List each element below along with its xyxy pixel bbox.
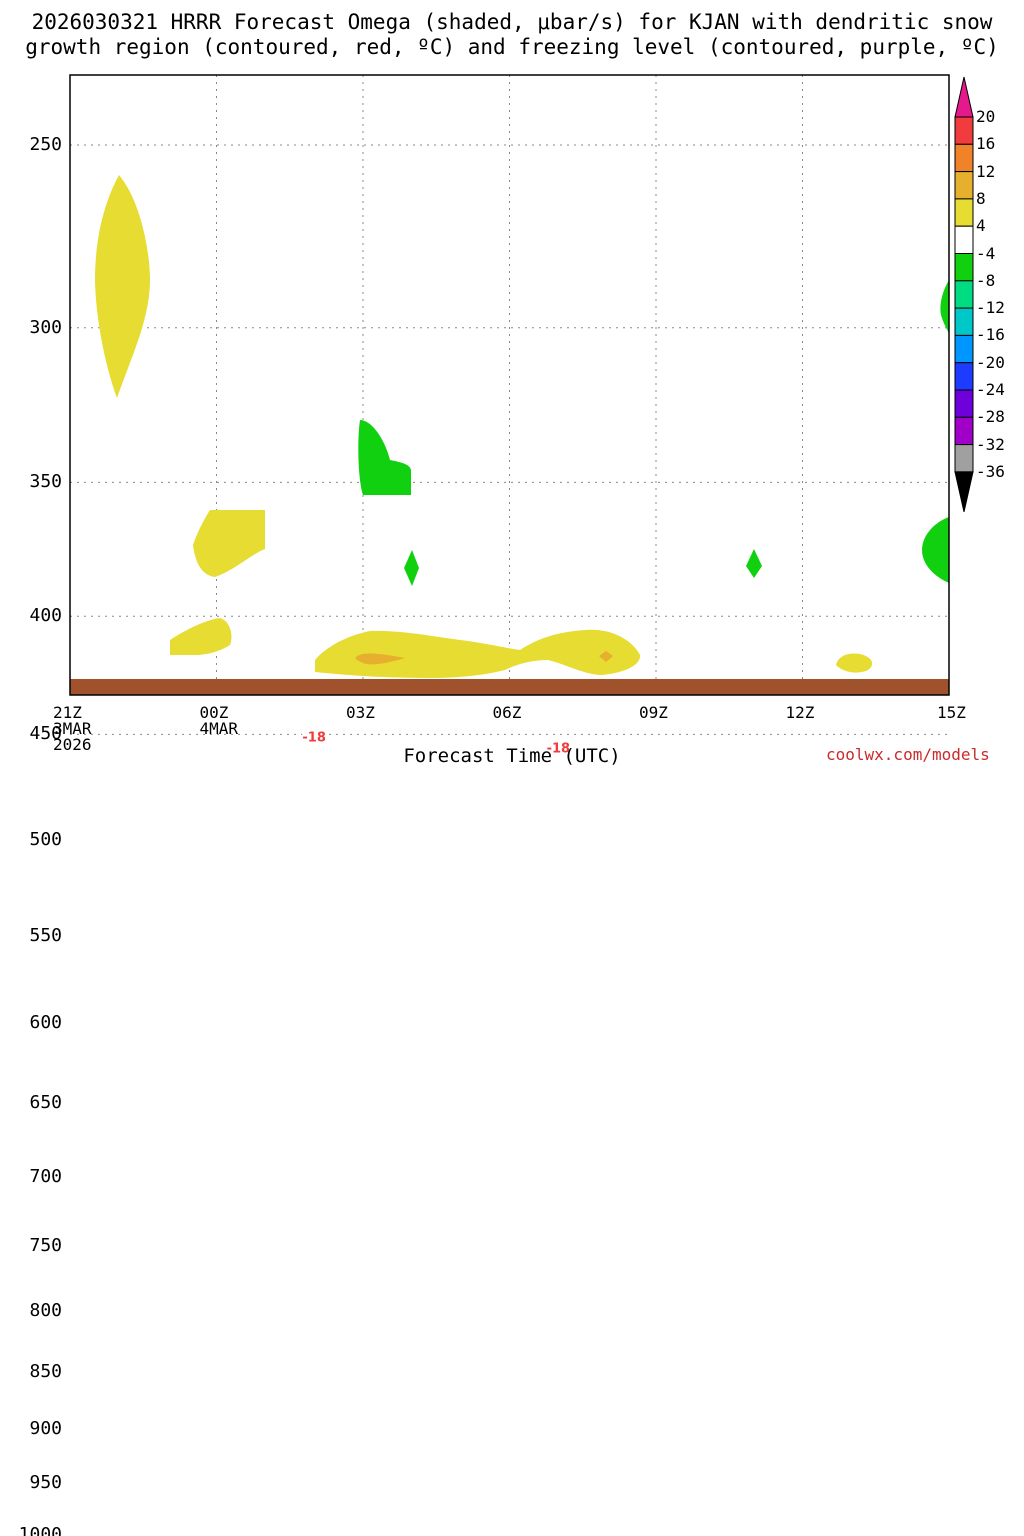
y-tick-label: 600 <box>29 1011 62 1033</box>
contour-label: -18 <box>302 731 326 746</box>
x-tick-label: 09Z <box>639 703 668 722</box>
colorbar-tick-label: 20 <box>976 107 996 126</box>
colorbar-tick-label: 8 <box>976 188 986 208</box>
cell-near-00z-region <box>193 510 265 577</box>
y-tick-label: 1000 <box>18 1523 62 1536</box>
colorbar-bin <box>954 198 974 227</box>
stronger-core-03z-region <box>355 653 405 665</box>
y-tick-label: 500 <box>29 828 62 850</box>
colorbar-tick-label: 16 <box>976 134 996 154</box>
colorbar-tick-label: -28 <box>976 407 1005 427</box>
low-level-cell-23z-region <box>170 618 232 655</box>
colorbar-tick-label: -16 <box>976 325 1005 345</box>
small-cell-13z-region <box>836 653 873 673</box>
cross-section-chart: -18-18-120 <box>69 74 974 757</box>
upper-rising-motion-region <box>95 175 150 398</box>
colorbar-tick-label: -24 <box>976 380 1005 399</box>
contour-label-bg <box>302 728 327 745</box>
colorbar-bin <box>954 143 974 173</box>
colorbar-bin <box>954 171 974 200</box>
y-tick-label: 550 <box>29 924 62 946</box>
x-tick-label: 21Z 3MAR 2026 <box>53 703 92 754</box>
colorbar-bin <box>954 389 974 418</box>
colorbar-top-arrow <box>954 76 974 118</box>
x-tick-label: 03Z <box>346 703 375 722</box>
small-cell-11z-region <box>746 549 762 578</box>
colorbar-bottom-arrow <box>954 471 974 513</box>
colorbar-tick-label: -8 <box>976 270 996 290</box>
y-tick-label: 900 <box>29 1418 62 1440</box>
plot-frame <box>69 74 950 696</box>
contour-labels: -18-18-120 <box>302 728 571 757</box>
colorbar-tick-label: 4 <box>976 216 986 236</box>
chart-title-line-1: 2026030321 HRRR Forecast Omega (shaded, … <box>31 10 993 34</box>
colorbar-bin <box>954 362 974 391</box>
y-tick-label: 750 <box>29 1235 62 1257</box>
colorbar-bin <box>954 280 974 309</box>
contour-label: -18 <box>547 742 571 757</box>
colorbar-bin <box>954 444 974 473</box>
y-tick-label: 800 <box>29 1300 62 1322</box>
colorbar-bin <box>954 307 974 336</box>
edge-cell-15z-region <box>922 517 949 583</box>
y-tick-label: 400 <box>29 605 62 627</box>
colorbar-tick-label: -12 <box>976 298 1005 318</box>
colorbar-tick-label: -36 <box>976 461 1005 481</box>
colorbar-tick-label: -20 <box>976 352 1005 372</box>
y-tick-label: 350 <box>29 471 62 493</box>
y-tick-label: 850 <box>29 1360 62 1382</box>
colorbar-tick-label: -4 <box>976 243 996 263</box>
small-cell-04z-region <box>404 550 419 586</box>
colorbar <box>954 76 974 513</box>
x-tick-label: 00Z 4MAR <box>199 703 239 738</box>
y-tick-label: 450 <box>29 723 62 745</box>
surface-terrain <box>70 679 949 695</box>
colorbar-bin <box>954 334 974 364</box>
source-credit: coolwx.com/models <box>826 745 990 764</box>
mid-level-descent-region <box>358 420 411 495</box>
y-tick-label: 950 <box>29 1472 62 1494</box>
shaded-omega-layer <box>95 175 949 678</box>
colorbar-tick-label: -32 <box>976 434 1005 454</box>
x-tick-label: 12Z <box>785 703 815 722</box>
x-tick-label: 15Z <box>937 703 966 722</box>
colorbar-tick-label: 12 <box>976 161 996 181</box>
grid-lines <box>70 75 949 735</box>
x-axis-label: Forecast Time (UTC) <box>403 745 621 767</box>
y-tick-label: 700 <box>29 1166 62 1188</box>
boundary-layer-band-region <box>315 629 641 678</box>
chart-title-line-2: growth region (contoured, red, ºC) and f… <box>25 35 999 59</box>
contour-label-bg <box>546 739 571 756</box>
y-tick-label: 650 <box>29 1091 62 1113</box>
colorbar-bin <box>954 416 974 446</box>
edge-cell-upper-15z-region <box>940 280 949 333</box>
y-tick-label: 250 <box>29 134 62 155</box>
x-tick-label: 06Z <box>492 703 522 722</box>
y-tick-label: 300 <box>29 316 62 338</box>
colorbar-bin <box>954 253 974 282</box>
colorbar-bin <box>954 116 974 145</box>
stronger-core-08z-region <box>599 651 613 662</box>
colorbar-bin <box>954 225 974 254</box>
